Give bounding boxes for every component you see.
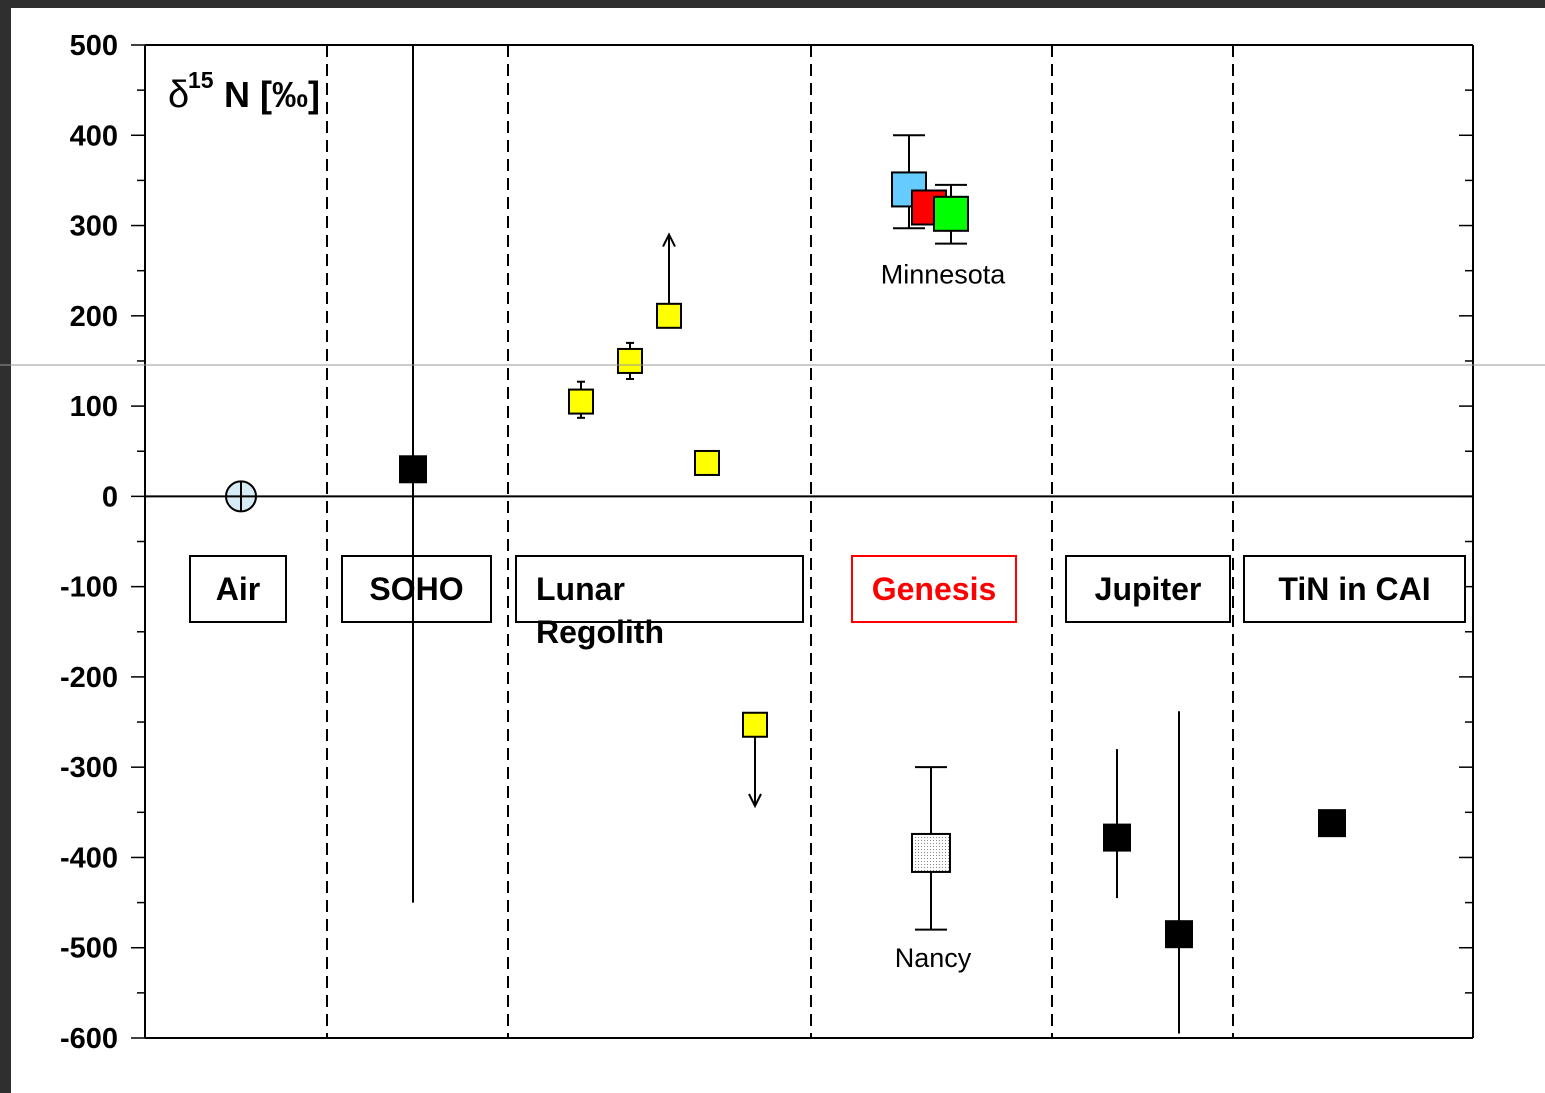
square-marker [656,302,682,329]
category-label: Genesis [872,571,997,607]
y-tick-label: 100 [70,391,118,423]
y-tick-label: -100 [60,572,118,604]
category-label: SOHO [369,571,463,607]
square-marker [1318,809,1346,838]
annotation-label: Nancy [895,943,972,973]
y-label-sup: 15 [188,67,214,93]
y-tick-label: 300 [70,211,118,243]
category-box-border [189,555,287,623]
square-marker [911,832,951,873]
category-label-box: TiN in CAI [1243,555,1466,623]
y-axis-label: δ 15 N [‰] [168,67,320,116]
category-label: TiN in CAI [1278,571,1430,607]
category-box-border [341,555,492,623]
window-frame-top [0,0,1545,8]
category-box-border [851,555,1017,623]
data-point-genesis [911,766,951,931]
y-tick-label: -300 [60,752,118,784]
category-label: Lunar [536,571,625,607]
square-marker [933,195,969,232]
y-tick-label: 500 [70,30,118,62]
y-tick-label: -400 [60,842,118,874]
square-marker [694,449,720,476]
category-label-box: Lunar Regolith [515,555,804,650]
category-label-box: Genesis [851,555,1017,623]
data-point-jupiter [1165,711,1193,1034]
square-marker [568,388,594,415]
square-marker [399,455,427,484]
data-point-lunar-regolith [742,711,768,809]
y-label-text: N [‰] [224,74,320,115]
data-point-jupiter [1103,749,1131,899]
category-label: Regolith [536,614,664,650]
category-box-border [1065,555,1231,623]
data-point-tin-in-cai [1318,809,1346,838]
category-label-box: Jupiter [1065,555,1231,623]
category-label-box: SOHO [341,555,492,623]
data-point-genesis [933,183,969,245]
arrow-head [748,793,762,809]
annotation-label: Minnesota [881,259,1007,289]
category-label: Jupiter [1095,571,1202,607]
category-box-border [515,555,804,623]
y-tick-label: -200 [60,662,118,694]
y-tick-label: -600 [60,1023,118,1055]
data-point-lunar-regolith [656,232,682,329]
data-point-lunar-regolith [694,449,720,476]
y-tick-label: 0 [102,481,118,513]
category-label-box: Air [189,555,287,623]
window-frame-left [0,0,11,1093]
y-tick-label: 400 [70,120,118,152]
square-marker [1165,920,1193,949]
y-tick-label: 200 [70,301,118,333]
arrow-head [662,232,676,248]
category-label: Air [216,571,260,607]
square-marker [1103,823,1131,852]
data-point-lunar-regolith [617,341,643,381]
data-point-air [225,480,257,513]
square-marker [617,347,643,374]
data-point-soho [399,45,427,903]
category-box-border [1243,555,1466,623]
y-tick-label: -500 [60,933,118,965]
y-label-delta: δ [168,74,189,116]
square-marker [742,711,768,738]
data-point-lunar-regolith [568,380,594,419]
